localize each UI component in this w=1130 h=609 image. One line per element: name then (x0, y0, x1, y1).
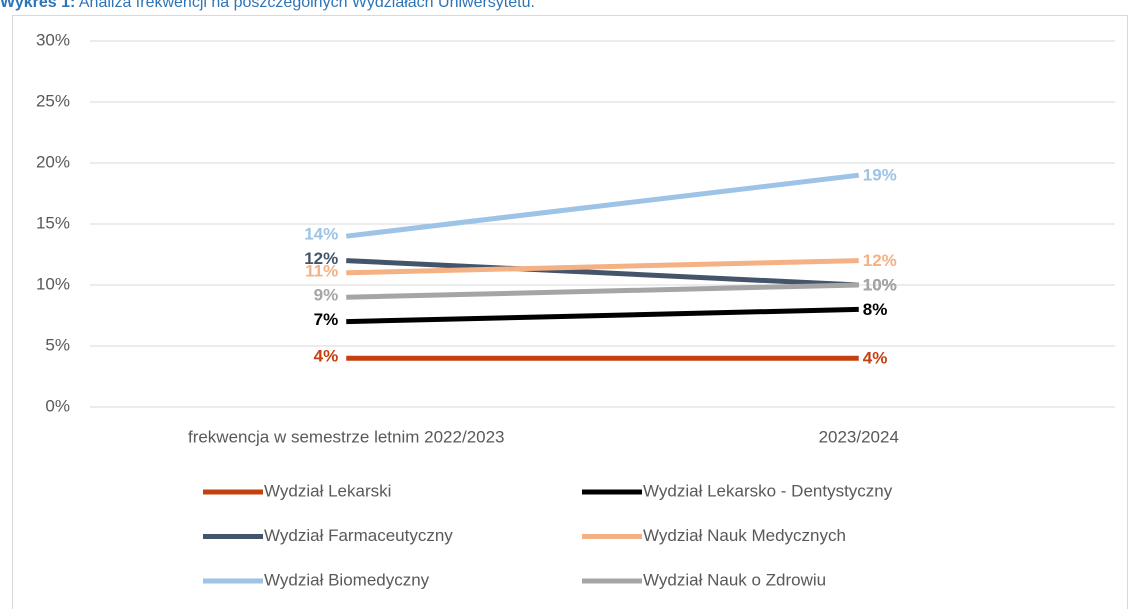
title-label: Wykres 1: (0, 0, 75, 11)
y-tick-label: 30% (36, 30, 70, 49)
legend-label: Wydział Biomedyczny (264, 570, 430, 589)
legend-label: Wydział Nauk o Zdrowiu (643, 570, 826, 589)
legend-label: Wydział Nauk Medycznych (643, 526, 846, 545)
data-label: 12% (863, 251, 897, 270)
data-label: 14% (304, 225, 338, 244)
data-label: 8% (863, 300, 888, 319)
series-line (345, 172, 860, 239)
data-label: 10% (863, 275, 897, 294)
y-tick-label: 20% (36, 152, 70, 171)
series-line (346, 258, 859, 288)
series-line (346, 258, 859, 276)
y-tick-label: 15% (36, 213, 70, 232)
data-label: 7% (314, 310, 339, 329)
y-tick-label: 10% (36, 274, 70, 293)
data-label: 10% (863, 275, 897, 294)
data-label: 11% (305, 261, 338, 280)
x-tick-label: 2023/2024 (819, 427, 899, 446)
legend-label: Wydział Lekarski (264, 481, 391, 500)
title-text: Analiza frekwencji na poszczególnych Wyd… (79, 0, 535, 11)
legend-label: Wydział Farmaceutyczny (264, 526, 453, 545)
data-label: 9% (314, 286, 339, 305)
legend-label: Wydział Lekarsko - Dentystyczny (643, 481, 893, 500)
series-line (346, 282, 859, 300)
y-tick-label: 5% (45, 335, 70, 354)
data-label: 19% (863, 166, 897, 185)
y-tick-label: 25% (36, 91, 70, 110)
series-line (346, 306, 859, 325)
data-label: 4% (314, 347, 339, 366)
y-tick-label: 0% (45, 396, 70, 415)
data-label: 4% (863, 349, 888, 368)
chart-frame (12, 15, 1128, 609)
x-tick-label: frekwencja w semestrze letnim 2022/2023 (188, 427, 505, 446)
chart-title: Wykres 1: Analiza frekwencji na poszczeg… (0, 0, 535, 11)
data-label: 12% (304, 249, 338, 268)
